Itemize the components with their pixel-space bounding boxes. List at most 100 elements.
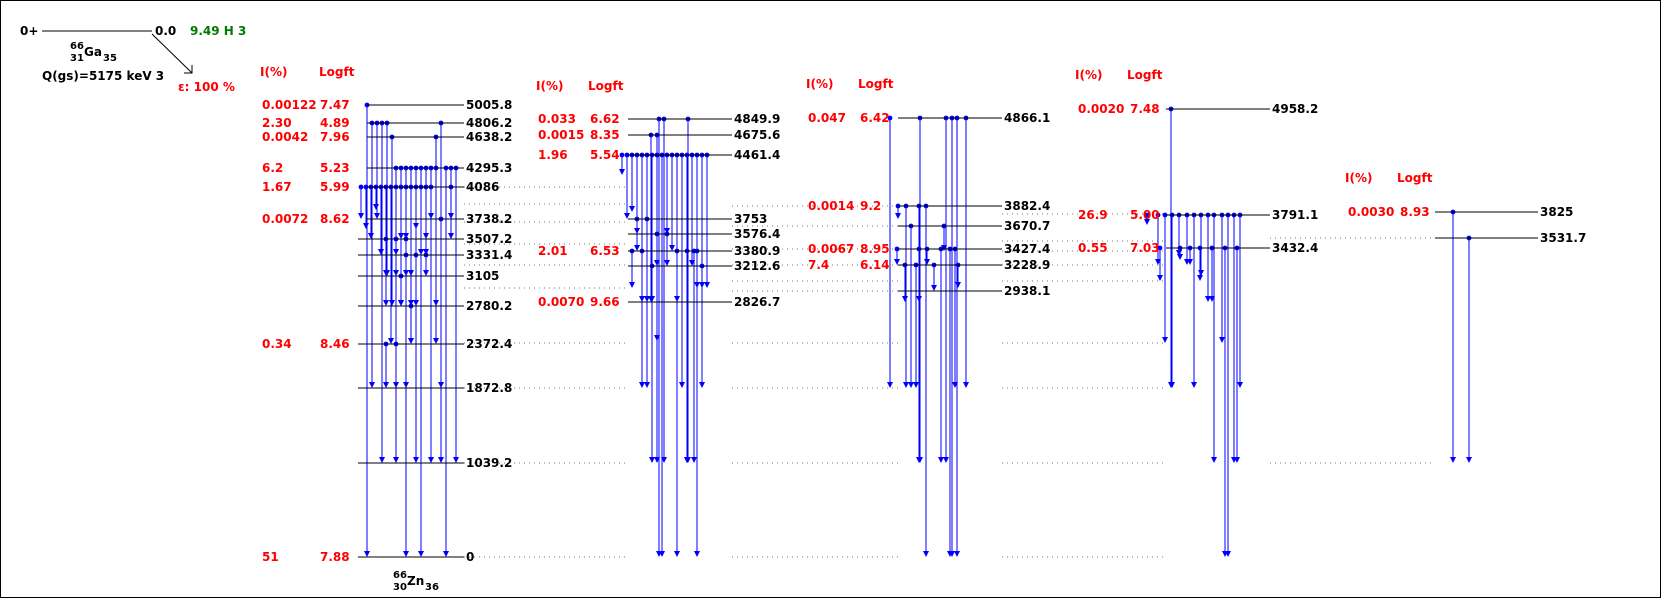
gamma-arrowhead <box>629 206 635 212</box>
header-logft-1: Logft <box>319 65 355 79</box>
level-energy: 4461.4 <box>734 148 780 162</box>
level-energy: 4295.3 <box>466 161 512 175</box>
gamma-arrowhead <box>634 245 640 251</box>
level-logft: 7.03 <box>1130 241 1160 255</box>
gamma-arrowhead <box>699 382 705 388</box>
gamma-arrowhead <box>699 282 705 288</box>
gamma-arrowhead <box>952 382 958 388</box>
gamma-arrowhead <box>644 296 650 302</box>
gamma-arrowhead <box>1162 337 1168 343</box>
gamma-arrowhead <box>448 213 454 219</box>
level-intensity: 1.67 <box>262 180 292 194</box>
gamma-arrowhead <box>903 382 909 388</box>
gamma-arrowhead <box>1211 457 1217 463</box>
parent-halflife: 9.49 H 3 <box>190 24 246 38</box>
decay-arrow-line <box>151 33 193 74</box>
level-energy: 1039.2 <box>466 456 512 470</box>
gamma-arrowhead <box>1450 457 1456 463</box>
gamma-arrowhead <box>654 457 660 463</box>
level-logft: 8.46 <box>320 337 350 351</box>
level-logft: 7.88 <box>320 550 350 564</box>
daughter-atomic-number: 30 <box>393 582 407 593</box>
level-intensity: 0.047 <box>808 111 846 125</box>
gamma-arrowhead <box>674 296 680 302</box>
gamma-arrowhead <box>378 249 384 255</box>
parent-atomic-number: 31 <box>70 53 84 64</box>
level-logft: 8.62 <box>320 212 350 226</box>
level-energy: 3212.6 <box>734 259 780 273</box>
parent-spin: 0+ <box>20 24 38 38</box>
daughter-mass-number: 66 <box>393 570 407 581</box>
level-intensity: 0.0014 <box>808 199 854 213</box>
gamma-arrowhead <box>373 204 379 210</box>
gamma-arrowhead <box>938 457 944 463</box>
level-intensity: 51 <box>262 550 279 564</box>
gamma-arrowhead <box>418 249 424 255</box>
level-logft: 6.14 <box>860 258 890 272</box>
level-logft: 8.35 <box>590 128 620 142</box>
gamma-arrowhead <box>413 223 419 229</box>
level-energy: 2780.2 <box>466 299 512 313</box>
gamma-arrowhead <box>389 300 395 306</box>
header-intensity-5: I(%) <box>1345 171 1372 185</box>
gamma-arrowhead <box>669 245 675 251</box>
energy-levels: 5005.8 0.00122 7.47 4806.2 2.30 4.89 4638.2 0.0… <box>262 98 1586 564</box>
level-intensity: 2.30 <box>262 116 292 130</box>
gamma-arrowhead <box>374 213 380 219</box>
gamma-arrowhead <box>363 223 369 229</box>
header-logft-3: Logft <box>858 77 894 91</box>
gamma-arrowhead <box>887 382 893 388</box>
gamma-arrowhead <box>659 551 665 557</box>
decay-mode: ε: 100 % <box>178 80 235 94</box>
decay-arrow-head <box>184 65 193 74</box>
gamma-arrowhead <box>358 213 364 219</box>
gamma-arrowhead <box>423 233 429 239</box>
gamma-arrowhead <box>1157 275 1163 281</box>
level-logft: 5.54 <box>590 148 620 162</box>
level-intensity: 7.4 <box>808 258 829 272</box>
level-energy: 2826.7 <box>734 295 780 309</box>
gamma-origin-dot <box>619 152 625 158</box>
gamma-arrowhead <box>1219 337 1225 343</box>
level-intensity: 0.0020 <box>1078 102 1124 116</box>
level-intensity: 0.0067 <box>808 242 854 256</box>
gamma-arrowhead <box>684 457 690 463</box>
gamma-arrowhead <box>408 270 414 276</box>
gamma-arrowhead <box>383 300 389 306</box>
level-energy: 3380.9 <box>734 244 780 258</box>
gamma-arrowhead <box>955 282 961 288</box>
level-energy: 1872.8 <box>466 381 512 395</box>
gamma-arrowhead <box>649 457 655 463</box>
parent-neutron-number: 35 <box>103 53 117 64</box>
level-intensity: 0.0015 <box>538 128 584 142</box>
gamma-arrowhead <box>916 457 922 463</box>
gamma-arrowhead <box>664 260 670 266</box>
gamma-arrowhead <box>674 551 680 557</box>
gamma-arrowhead <box>619 169 625 175</box>
gamma-arrowhead <box>895 213 901 219</box>
level-energy: 3753 <box>734 212 767 226</box>
level-energy: 3576.4 <box>734 227 780 241</box>
gamma-arrowhead <box>704 282 710 288</box>
gamma-arrowhead <box>963 382 969 388</box>
column-headers: I(%) Logft I(%) Logft I(%) Logft I(%) Lo… <box>260 65 1433 185</box>
level-intensity: 0.0030 <box>1348 205 1394 219</box>
level-energy: 3507.2 <box>466 232 512 246</box>
gamma-arrowhead <box>941 245 947 251</box>
gamma-arrowhead <box>368 233 374 239</box>
level-intensity: 0.00122 <box>262 98 317 112</box>
level-energy: 0 <box>466 550 474 564</box>
gamma-arrowhead <box>654 335 660 341</box>
gamma-arrowhead <box>413 300 419 306</box>
daughter-label: 66 30 Zn 36 <box>393 570 439 593</box>
level-intensity: 0.34 <box>262 337 292 351</box>
parent-energy: 0.0 <box>155 24 176 38</box>
gamma-arrowhead <box>438 382 444 388</box>
level-logft: 8.93 <box>1400 205 1430 219</box>
gamma-arrowhead <box>923 551 929 557</box>
gamma-arrowhead <box>379 457 385 463</box>
gamma-arrowhead <box>364 551 370 557</box>
parent-block: 0+ 0.0 9.49 H 3 66 31 Ga 35 Q(gs)=5175 k… <box>20 24 246 94</box>
